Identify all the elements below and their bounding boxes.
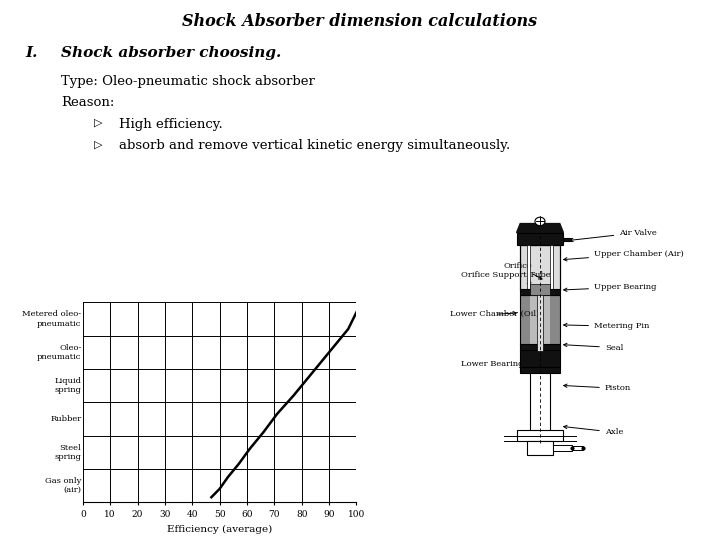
- Text: Rubber: Rubber: [50, 415, 81, 423]
- Text: Piston: Piston: [564, 384, 631, 393]
- Text: Air Valve: Air Valve: [570, 228, 657, 241]
- Text: Orifice Support Tube: Orifice Support Tube: [461, 271, 550, 284]
- Bar: [521, 245, 560, 290]
- Text: High efficiency.: High efficiency.: [119, 118, 222, 131]
- Text: Upper Bearing: Upper Bearing: [564, 283, 657, 292]
- Bar: [521, 350, 560, 367]
- Text: ▷: ▷: [94, 139, 102, 150]
- Bar: [521, 289, 560, 295]
- Text: I.: I.: [25, 46, 37, 60]
- Text: ▷: ▷: [94, 118, 102, 128]
- Bar: [527, 245, 530, 290]
- Text: Shock absorber choosing.: Shock absorber choosing.: [61, 46, 282, 60]
- Bar: [572, 446, 583, 450]
- Bar: [517, 430, 563, 441]
- Polygon shape: [517, 224, 563, 233]
- Bar: [521, 367, 560, 373]
- Bar: [550, 245, 553, 290]
- Bar: [563, 238, 572, 241]
- Bar: [530, 367, 550, 431]
- Text: Axle: Axle: [564, 426, 624, 436]
- Text: Lower Bearing: Lower Bearing: [461, 356, 525, 368]
- Text: Metering Pin: Metering Pin: [564, 322, 649, 330]
- Text: Steel
spring: Steel spring: [55, 444, 81, 461]
- Text: Orifice: Orifice: [504, 262, 542, 279]
- Bar: [553, 444, 572, 451]
- Bar: [517, 233, 563, 245]
- Text: Oleo-
pneumatic: Oleo- pneumatic: [37, 344, 81, 361]
- Text: Lower Chamber (Oil): Lower Chamber (Oil): [450, 310, 539, 318]
- Bar: [530, 284, 550, 295]
- Text: Type: Oleo-pneumatic shock absorber: Type: Oleo-pneumatic shock absorber: [61, 75, 315, 87]
- Text: Metered oleo-
pneumatic: Metered oleo- pneumatic: [22, 310, 81, 328]
- Bar: [521, 245, 560, 290]
- Text: Upper Chamber (Air): Upper Chamber (Air): [564, 250, 684, 261]
- Bar: [527, 441, 553, 455]
- Text: Gas only
(air): Gas only (air): [45, 477, 81, 494]
- Text: Shock Absorber dimension calculations: Shock Absorber dimension calculations: [182, 14, 538, 30]
- Bar: [537, 290, 543, 350]
- Text: Reason:: Reason:: [61, 96, 114, 109]
- Circle shape: [535, 217, 545, 226]
- Bar: [521, 344, 560, 350]
- X-axis label: Efficiency (average): Efficiency (average): [167, 524, 272, 534]
- Text: absorb and remove vertical kinetic energy simultaneously.: absorb and remove vertical kinetic energ…: [119, 139, 510, 152]
- Text: Liquid
spring: Liquid spring: [55, 377, 81, 394]
- Bar: [530, 295, 550, 345]
- Text: Seal: Seal: [564, 343, 624, 352]
- Bar: [521, 295, 560, 345]
